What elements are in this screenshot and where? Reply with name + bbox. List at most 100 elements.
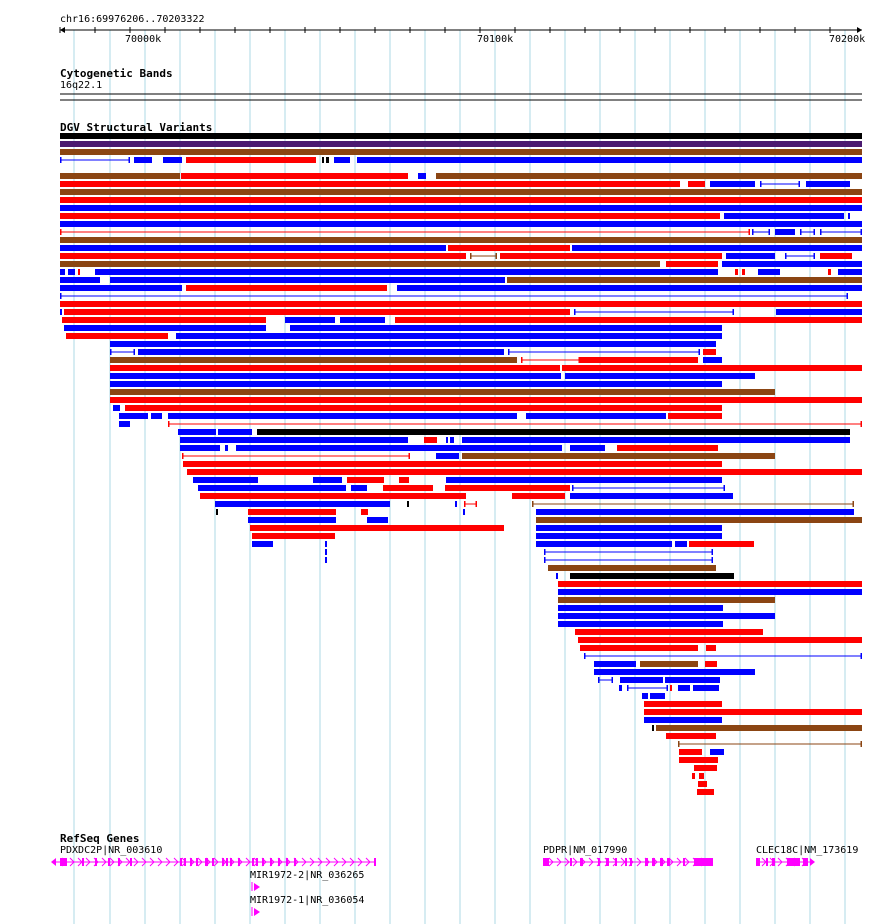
sv-feature — [644, 717, 722, 723]
sv-cap — [666, 685, 668, 691]
sv-feature — [644, 709, 862, 715]
sv-feature — [110, 357, 517, 363]
gene-clec18c-strand — [777, 857, 783, 867]
sv-feature — [215, 501, 390, 507]
gene-pdxdc2p-exon — [256, 858, 258, 866]
gene-pdxdc2p-strand — [109, 857, 115, 867]
sv-feature — [110, 365, 560, 371]
sv-feature — [60, 269, 65, 275]
sv-cap — [860, 421, 862, 427]
sv-cap — [711, 549, 713, 555]
gene-pdpr-strand — [676, 857, 682, 867]
sv-feature — [575, 629, 763, 635]
sv-cap — [752, 229, 754, 235]
sv-feature — [693, 685, 719, 691]
sv-cap — [495, 253, 497, 259]
sv-feature — [706, 645, 716, 651]
sv-feature — [526, 413, 666, 419]
sv-feature — [692, 773, 695, 779]
sv-feature — [594, 661, 636, 667]
sv-feature — [110, 381, 722, 387]
sv-feature — [60, 285, 182, 291]
sv-feature — [66, 333, 168, 339]
gene-label-mir1972-1[interactable]: MIR1972-1|NR_036054 — [250, 895, 365, 906]
sv-feature — [665, 677, 720, 683]
gene-label-mir1972-2[interactable]: MIR1972-2|NR_036265 — [250, 870, 365, 881]
sv-feature — [642, 693, 648, 699]
sv-feature — [698, 781, 707, 787]
sv-feature — [62, 317, 266, 323]
sv-feature — [110, 397, 862, 403]
gene-pdpr-exon — [625, 858, 627, 866]
sv-feature — [60, 277, 100, 283]
sv-feature — [60, 149, 862, 155]
sv-feature — [619, 685, 622, 691]
gene-pdpr-strand — [588, 857, 594, 867]
gene-clec18c-exon — [803, 858, 808, 866]
gene-pdpr-strand — [636, 857, 642, 867]
gene-pdxdc2p-strand — [173, 857, 179, 867]
sv-feature — [694, 765, 717, 771]
sv-feature — [536, 517, 862, 523]
sv-feature — [666, 733, 716, 739]
gene-label-pdxdc2p[interactable]: PDXDC2P|NR_003610 — [60, 845, 163, 856]
sv-feature — [60, 237, 862, 243]
gene-pdxdc2p-strand — [325, 857, 331, 867]
sv-feature — [462, 453, 775, 459]
sv-feature — [110, 277, 505, 283]
location-label: chr16:69976206..70203322 — [60, 14, 205, 25]
sv-feature — [446, 437, 448, 443]
sv-feature — [186, 285, 387, 291]
sv-cap — [820, 229, 822, 235]
ruler-tick-label-2: 70200k — [829, 34, 866, 45]
ruler-tick-label-0: 70000k — [125, 34, 162, 45]
sv-feature — [758, 269, 780, 275]
gene-pdpr-exon — [652, 858, 655, 866]
sv-feature — [198, 485, 346, 491]
sv-cap — [408, 453, 410, 459]
sv-feature — [186, 157, 316, 163]
mir1972-1-feature — [254, 908, 260, 916]
gene-pdxdc2p-exon — [270, 858, 272, 866]
gene-pdxdc2p-strand — [101, 857, 107, 867]
sv-feature — [570, 573, 734, 579]
sv-cap — [475, 501, 477, 507]
sv-feature — [820, 253, 852, 259]
gene-pdxdc2p-exon — [190, 858, 192, 866]
sv-cap — [723, 485, 725, 491]
sv-feature — [78, 269, 80, 275]
sv-feature — [448, 245, 570, 251]
sv-feature — [178, 429, 216, 435]
sv-feature — [570, 445, 605, 451]
sv-feature — [95, 269, 718, 275]
gene-label-pdpr[interactable]: PDPR|NM_017990 — [543, 845, 628, 856]
sv-feature — [361, 509, 368, 515]
sv-feature — [60, 181, 680, 187]
sv-cap — [785, 253, 787, 259]
sv-feature — [436, 173, 862, 179]
gene-pdpr-exon — [580, 858, 583, 866]
sv-feature — [218, 429, 252, 435]
gene-pdxdc2p-exon — [82, 858, 84, 866]
sv-cap — [813, 253, 815, 259]
sv-feature — [656, 725, 862, 731]
gene-pdxdc2p-exon — [230, 858, 232, 866]
sv-feature — [675, 541, 687, 547]
sv-feature — [313, 477, 342, 483]
gene-pdxdc2p-strand — [365, 857, 371, 867]
gene-label-clec18c[interactable]: CLEC18C|NM_173619 — [756, 845, 859, 856]
gene-pdpr-strand — [572, 857, 578, 867]
gene-pdpr-strand — [556, 857, 562, 867]
sv-feature — [578, 637, 862, 643]
sv-feature — [450, 437, 454, 443]
sv-feature — [183, 461, 722, 467]
sv-cap — [711, 557, 713, 563]
sv-feature — [187, 469, 862, 475]
gene-clec18c-arrow — [810, 858, 815, 866]
gene-pdxdc2p-exon — [118, 858, 120, 866]
sv-feature — [699, 773, 704, 779]
sv-feature — [325, 549, 327, 555]
gene-pdpr-exon — [598, 858, 600, 866]
sv-feature — [257, 429, 850, 435]
